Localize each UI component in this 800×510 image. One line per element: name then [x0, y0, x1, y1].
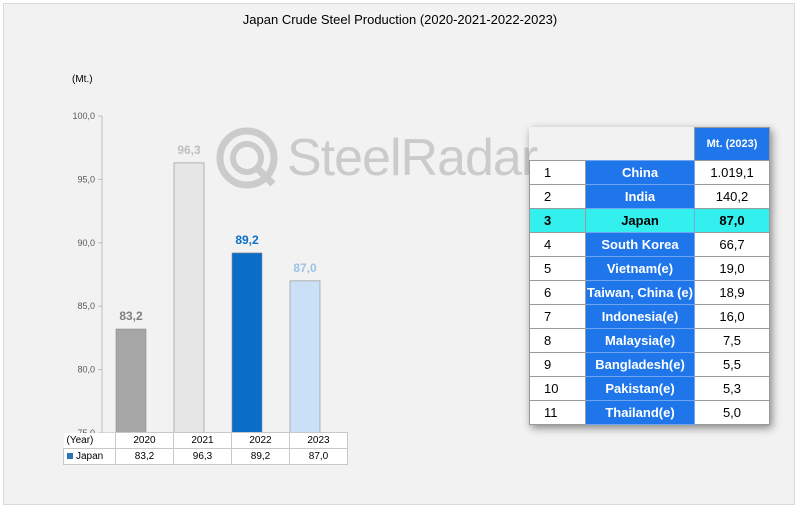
- data-table-series-row: Japan 83,2 96,3 89,2 87,0: [63, 448, 348, 465]
- ranking-row: 4 South Korea 66,7: [529, 232, 770, 257]
- chart-data-table: (Year) 2020 2021 2022 2023 Japan 83,2 96…: [63, 432, 348, 465]
- rank-number: 7: [529, 304, 586, 329]
- country-name: Vietnam(e): [585, 256, 695, 281]
- radar-logo-icon: [216, 127, 278, 189]
- bar-value-label: 89,2: [235, 233, 259, 247]
- y-tick-label: 90,0: [77, 238, 95, 248]
- country-name: China: [585, 160, 695, 185]
- bar-value-label: 87,0: [293, 261, 317, 275]
- production-value: 5,3: [694, 376, 770, 401]
- data-table-year: 2020: [115, 432, 174, 449]
- data-table-value: 89,2: [231, 448, 290, 465]
- country-name: Japan: [585, 208, 695, 233]
- production-value: 5,0: [694, 400, 770, 425]
- rank-number: 10: [529, 376, 586, 401]
- y-tick-label: 85,0: [77, 301, 95, 311]
- data-table-value: 96,3: [173, 448, 232, 465]
- y-tick-label: 95,0: [77, 174, 95, 184]
- data-table-year: 2022: [231, 432, 290, 449]
- rank-number: 4: [529, 232, 586, 257]
- rank-number: 2: [529, 184, 586, 209]
- bar: [231, 252, 263, 434]
- watermark-text: SteelRadar: [287, 129, 538, 187]
- country-name: South Korea: [585, 232, 695, 257]
- country-name: Taiwan, China (e): [585, 280, 695, 305]
- watermark: SteelRadar: [215, 118, 538, 198]
- legend-key-icon: [67, 453, 73, 460]
- production-value: 7,5: [694, 328, 770, 353]
- country-name: Thailand(e): [585, 400, 695, 425]
- year-label: (Year): [63, 432, 116, 449]
- data-table-year: 2021: [173, 432, 232, 449]
- production-value: 87,0: [694, 208, 770, 233]
- country-ranking-table: Mt. (2023) 1 China 1.019,1 2 India 140,2 3 Japa…: [529, 127, 770, 425]
- ranking-row: 2 India 140,2: [529, 184, 770, 209]
- rank-number: 6: [529, 280, 586, 305]
- data-table-value: 83,2: [115, 448, 174, 465]
- y-tick-label: 100,0: [72, 111, 95, 121]
- y-axis-unit-label: (Mt.): [72, 74, 93, 85]
- ranking-row: 3 Japan 87,0: [529, 208, 770, 233]
- ranking-header: Mt. (2023): [694, 127, 770, 161]
- ranking-row: 8 Malaysia(e) 7,5: [529, 328, 770, 353]
- data-table-year-row: (Year) 2020 2021 2022 2023: [63, 432, 348, 449]
- y-tick-label: 80,0: [77, 365, 95, 375]
- production-value: 140,2: [694, 184, 770, 209]
- country-name: Pakistan(e): [585, 376, 695, 401]
- ranking-row: 9 Bangladesh(e) 5,5: [529, 352, 770, 377]
- production-value: 18,9: [694, 280, 770, 305]
- country-name: Indonesia(e): [585, 304, 695, 329]
- country-name: Bangladesh(e): [585, 352, 695, 377]
- bar: [173, 162, 205, 434]
- bar: [115, 328, 147, 434]
- data-table-year: 2023: [289, 432, 348, 449]
- rank-number: 8: [529, 328, 586, 353]
- production-value: 1.019,1: [694, 160, 770, 185]
- data-table-series-cell: Japan: [63, 448, 116, 465]
- production-value: 66,7: [694, 232, 770, 257]
- rank-number: 3: [529, 208, 586, 233]
- production-value: 5,5: [694, 352, 770, 377]
- bar-value-label: 83,2: [119, 309, 143, 323]
- data-table-value: 87,0: [289, 448, 348, 465]
- ranking-row: 11 Thailand(e) 5,0: [529, 400, 770, 425]
- rank-number: 9: [529, 352, 586, 377]
- rank-number: 5: [529, 256, 586, 281]
- chart-title: Japan Crude Steel Production (2020-2021-…: [242, 12, 558, 27]
- bar-value-label: 96,3: [177, 143, 201, 157]
- country-name: India: [585, 184, 695, 209]
- ranking-header-row: Mt. (2023): [530, 127, 770, 161]
- ranking-row: 10 Pakistan(e) 5,3: [529, 376, 770, 401]
- ranking-row: 7 Indonesia(e) 16,0: [529, 304, 770, 329]
- production-value: 16,0: [694, 304, 770, 329]
- bar: [289, 280, 321, 434]
- series-label: Japan: [76, 451, 104, 462]
- country-name: Malaysia(e): [585, 328, 695, 353]
- ranking-row: 6 Taiwan, China (e) 18,9: [529, 280, 770, 305]
- rank-number: 1: [529, 160, 586, 185]
- rank-number: 11: [529, 400, 586, 425]
- production-value: 19,0: [694, 256, 770, 281]
- ranking-row: 1 China 1.019,1: [529, 160, 770, 185]
- ranking-row: 5 Vietnam(e) 19,0: [529, 256, 770, 281]
